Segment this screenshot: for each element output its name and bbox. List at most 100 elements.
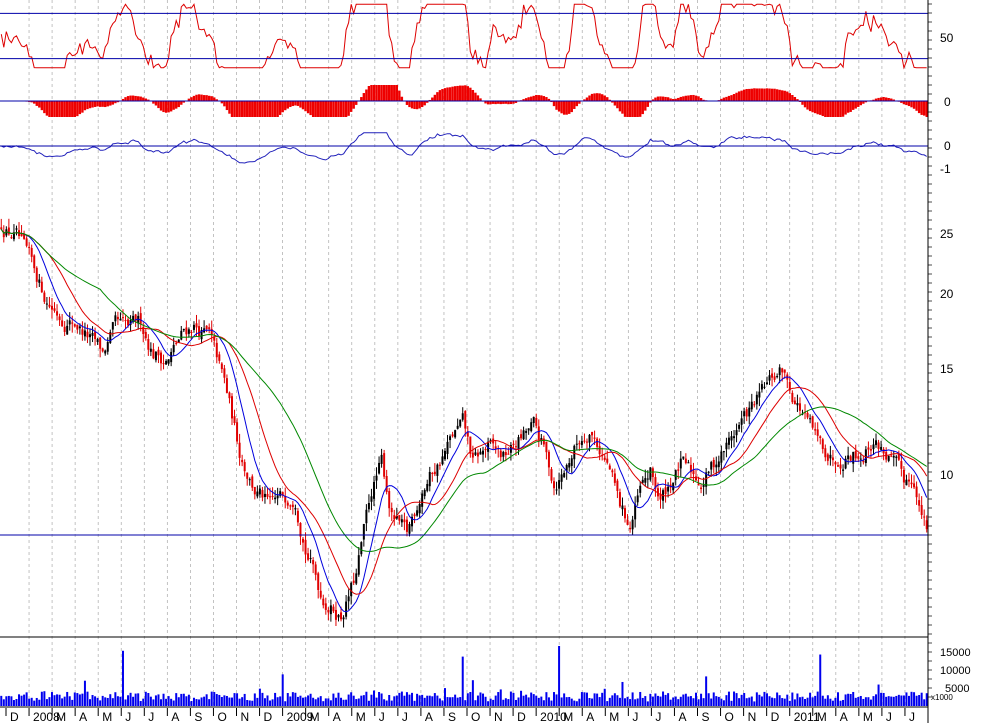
price-candle-body (849, 456, 852, 461)
histogram-bar (106, 101, 109, 107)
price-candle-body (910, 482, 913, 485)
price-candle-body (403, 519, 406, 523)
histogram-bar (555, 101, 558, 110)
histogram-bar (542, 96, 546, 101)
histogram-bar (159, 101, 163, 111)
volume-bar (28, 698, 31, 706)
volume-bar (804, 698, 807, 706)
volume-bar (697, 699, 700, 706)
volume-bar (225, 695, 228, 706)
volume-bar (154, 695, 157, 706)
histogram-bar (342, 101, 345, 117)
volume-bar (484, 696, 487, 706)
histogram-bar (390, 85, 393, 101)
price-candle-body (798, 403, 801, 411)
histogram-bar (692, 94, 695, 101)
price-candle-body (109, 332, 112, 343)
histogram-bar (479, 98, 482, 101)
histogram-bar (466, 86, 470, 101)
price-candle-body (674, 470, 677, 480)
price-candle-body (613, 473, 616, 483)
price-candle-body (61, 320, 64, 327)
volume-bar (573, 700, 576, 706)
volume-bar (902, 695, 905, 706)
histogram-bar (600, 94, 604, 101)
volume-bar (656, 695, 659, 706)
volume-bar (583, 692, 586, 706)
volume-bar (347, 694, 350, 706)
volume-bar (618, 697, 621, 706)
y-tick-vol-5000: 5000 (945, 683, 969, 695)
price-candle-body (902, 469, 905, 483)
histogram-bar (532, 95, 535, 101)
histogram-bar (768, 88, 771, 101)
histogram-bar (884, 97, 888, 101)
price-candle-body (677, 469, 680, 471)
volume-bar (413, 700, 416, 706)
volume-bar (50, 692, 53, 706)
histogram-bar (124, 97, 127, 101)
price-candle-body (324, 603, 327, 610)
price-candle-body (689, 464, 692, 473)
histogram-bar (666, 97, 670, 101)
x-tick-label: J (402, 710, 408, 723)
volume-bar (806, 697, 809, 706)
volume-bar (215, 694, 218, 706)
volume-bar (446, 697, 449, 706)
histogram-bar (725, 96, 728, 101)
price-candle-body (651, 468, 654, 478)
volume-bar (809, 692, 812, 706)
volume-bar (461, 656, 464, 706)
histogram-bar (540, 95, 543, 101)
price-candle-body (322, 598, 325, 606)
price-candle-body (89, 334, 92, 338)
price-candle-body (296, 510, 299, 523)
x-tick-label: N (748, 710, 757, 723)
volume-bar (279, 696, 282, 706)
y-tick-price-15: 15 (940, 362, 954, 376)
volume-bar (243, 693, 246, 706)
price-candle-body (555, 489, 558, 491)
price-candle-body (149, 348, 152, 352)
price-candle-body (261, 490, 264, 498)
histogram-bar (433, 94, 437, 101)
price-candle-body (641, 479, 644, 483)
volume-bar (121, 650, 124, 706)
price-candle-body (727, 437, 730, 445)
volume-bar (852, 691, 855, 706)
volume-bar (385, 700, 388, 706)
histogram-bar (334, 101, 338, 117)
histogram-bar (413, 101, 416, 110)
price-candle-body (30, 247, 33, 257)
price-candle-body (507, 453, 510, 455)
histogram-bar (852, 101, 855, 110)
price-candle-body (271, 495, 274, 497)
price-candle-body (563, 472, 566, 478)
histogram-bar (469, 87, 472, 101)
price-candle-body (134, 314, 137, 322)
x-tick-label: A (171, 710, 179, 723)
histogram-bar (527, 97, 530, 101)
volume-bar (441, 700, 444, 706)
volume-bar (400, 691, 403, 706)
volume-bar (651, 696, 654, 706)
volume-bar (345, 699, 348, 706)
volume-bar (859, 695, 862, 706)
price-candle-body (487, 441, 490, 452)
x-tick-label: A (333, 710, 341, 723)
volume-bar (892, 696, 895, 706)
x-tick-label: A (586, 710, 594, 723)
histogram-bar (882, 97, 885, 101)
histogram-bar (228, 101, 231, 114)
histogram-bar (48, 101, 51, 117)
histogram-bar (446, 87, 449, 101)
volume-bar (568, 696, 571, 706)
price-candle-body (73, 324, 76, 327)
price-candle-body (228, 392, 231, 399)
histogram-bar (96, 101, 99, 107)
price-candle-body (796, 403, 799, 406)
histogram-bar (550, 101, 553, 103)
price-candle-body (357, 555, 360, 575)
price-candle-body (423, 490, 426, 497)
price-candle-body (692, 470, 695, 475)
